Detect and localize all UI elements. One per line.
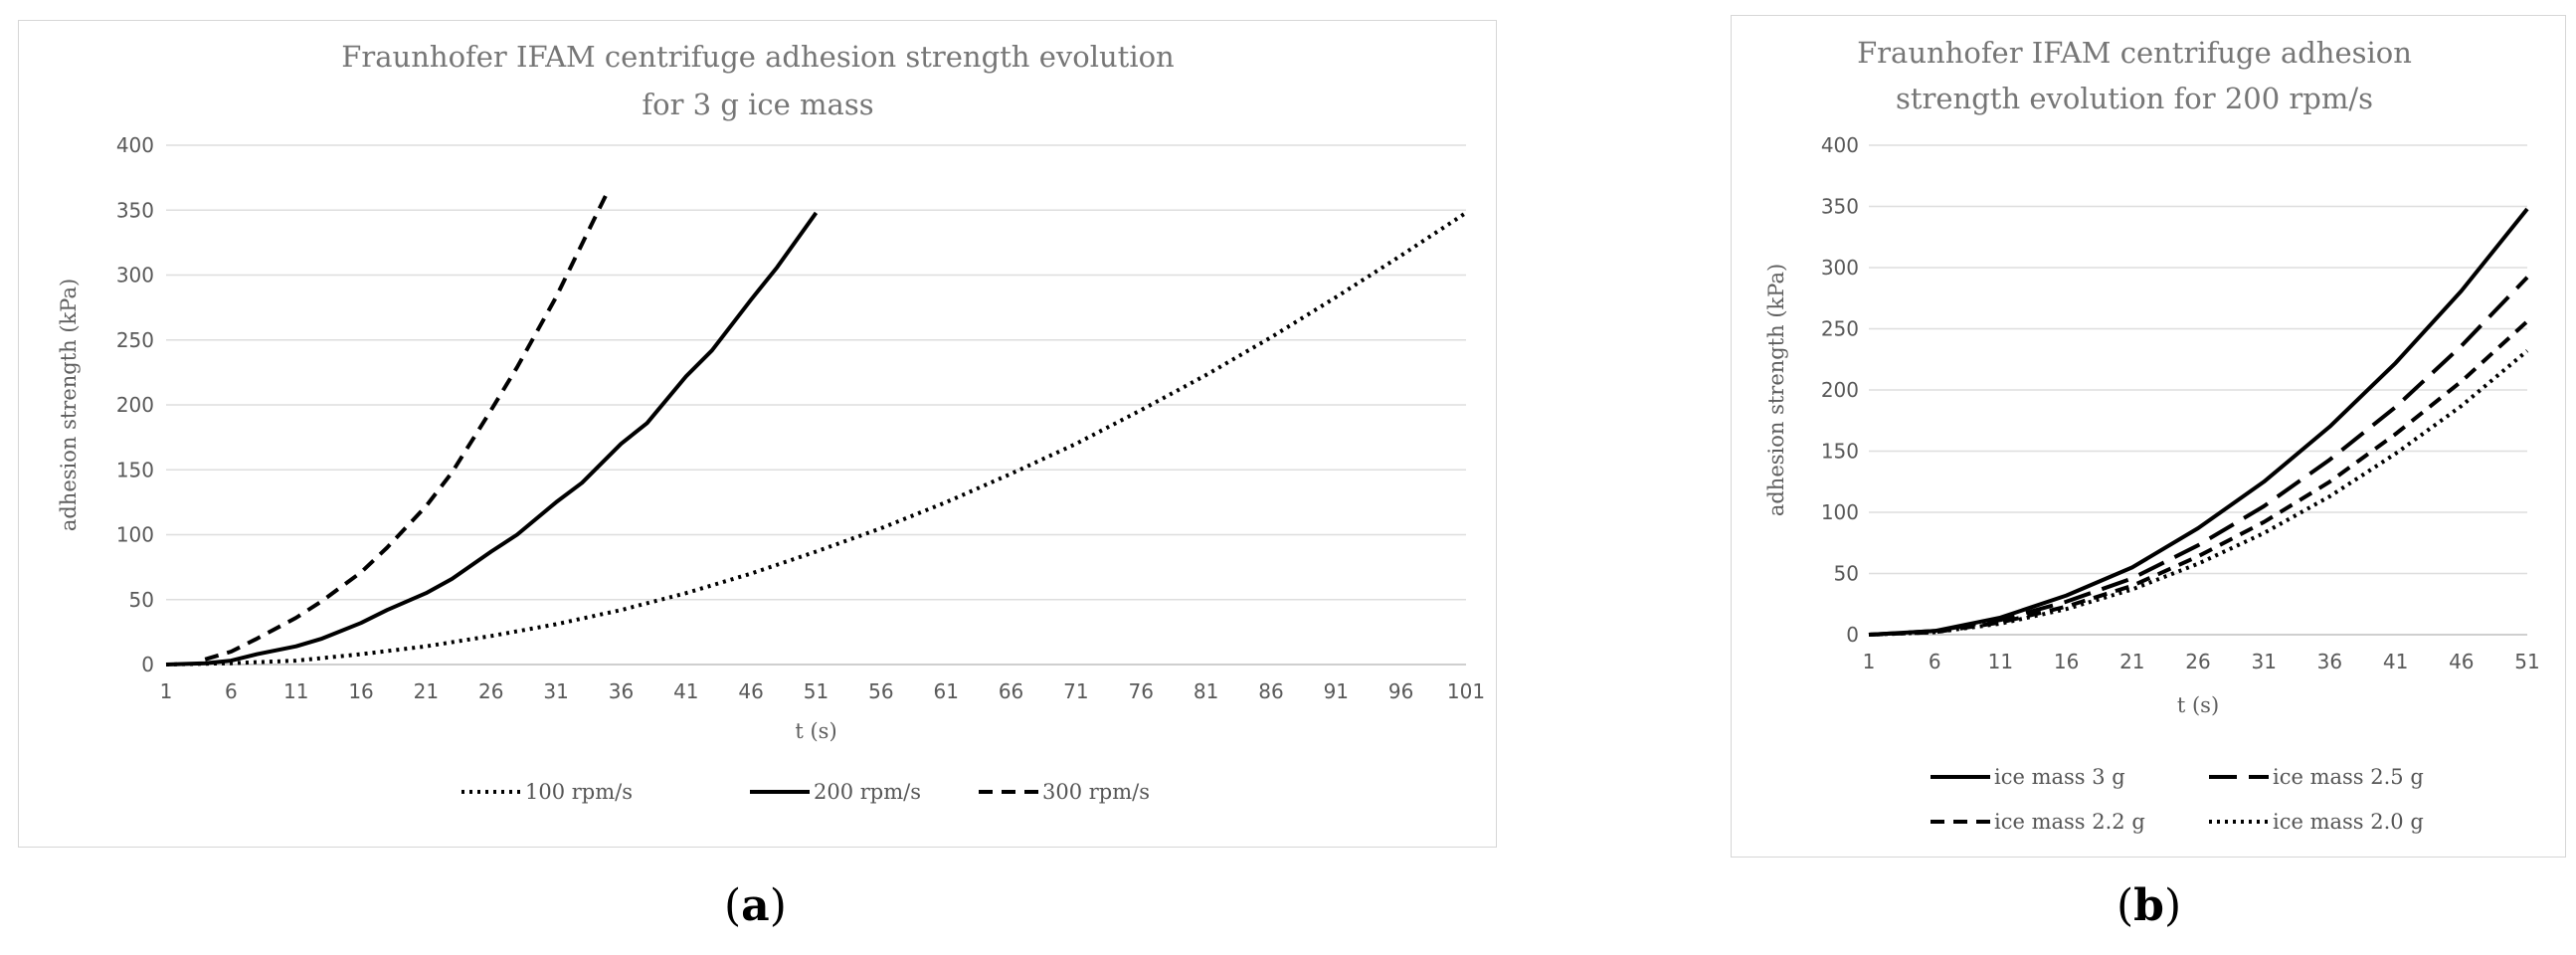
chart-a-x-tick-label: 41 [673,679,698,703]
chart-a-x-tick-label: 6 [225,679,238,703]
chart-b-title-line: Fraunhofer IFAM centrifuge adhesion [1857,36,2412,70]
chart-a-x-tick-label: 61 [933,679,958,703]
chart-a-y-axis-label: adhesion strength (kPa) [57,279,81,531]
chart-a-legend-label: 300 rpm/s [1042,780,1150,804]
chart-b-x-tick-label: 26 [2185,650,2210,673]
chart-a-series-2-line [165,211,819,667]
chart-b-legend-label: ice mass 2.5 g [2273,765,2424,789]
chart-b-x-tick-label: 6 [1929,650,1941,673]
chart-b-svg: Fraunhofer IFAM centrifuge adhesion stren… [1764,36,2540,834]
chart-a-x-tick-label: 31 [543,679,568,703]
chart-b-y-tick-label: 350 [1821,195,1859,219]
chart-b-series-2-line [1868,276,2529,637]
chart-a-x-tick-label: 36 [609,679,634,703]
chart-a-legend-label: 200 rpm/s [814,780,921,804]
chart-a-legend-label: 100 rpm/s [525,780,633,804]
chart-a-y-tick-label: 250 [116,328,154,352]
chart-b-x-axis-label: t (s) [2177,693,2219,717]
chart-a-x-axis-label: t (s) [795,719,836,743]
chart-a-svg: Fraunhofer IFAM centrifuge adhesion stre… [57,40,1485,804]
chart-b-series-3-line [1868,319,2529,637]
chart-a-x-tick-label: 66 [999,679,1023,703]
chart-a-y-tick-label: 50 [129,588,154,612]
chart-b-x-tick-label: 36 [2317,650,2342,673]
chart-b-y-tick-label: 50 [1834,562,1859,586]
chart-b-y-tick-label: 150 [1821,440,1859,464]
chart-a-x-tick-label: 76 [1129,679,1154,703]
chart-b-x-tick-label: 1 [1863,650,1876,673]
chart-a-x-tick-label: 71 [1063,679,1088,703]
chart-b-y-tick-label: 300 [1821,256,1859,280]
chart-b-x-tick-label: 16 [2054,650,2079,673]
chart-a-y-tick-label: 400 [116,133,154,157]
chart-a-x-tick-label: 81 [1194,679,1218,703]
chart-a-x-tick-label: 11 [283,679,308,703]
chart-b-y-tick-label: 400 [1821,133,1859,157]
caption-a-open: ( [724,880,742,931]
chart-b-x-tick-label: 46 [2449,650,2474,673]
chart-panel-a: Fraunhofer IFAM centrifuge adhesion stre… [18,20,1497,848]
chart-b-y-tick-label: 200 [1821,378,1859,402]
caption-b-close: ) [2163,880,2182,931]
chart-a-x-tick-label: 86 [1258,679,1283,703]
chart-b-x-tick-label: 41 [2383,650,2408,673]
chart-a-x-tick-label: 96 [1388,679,1413,703]
chart-a-x-tick-label: 46 [738,679,763,703]
chart-b-x-tick-label: 11 [1988,650,2013,673]
caption-b: (b) [2116,880,2181,931]
chart-b-legend-label: ice mass 2.0 g [2273,810,2424,834]
chart-b-title-line: strength evolution for 200 rpm/s [1896,82,2373,115]
chart-a-y-tick-label: 150 [116,458,154,481]
chart-b-series-4-line [1868,349,2529,637]
caption-b-letter: b [2133,880,2164,931]
chart-a-title-line: Fraunhofer IFAM centrifuge adhesion stre… [341,40,1174,74]
chart-a-y-tick-label: 100 [116,523,154,547]
caption-a-letter: a [741,880,770,931]
chart-a-series-1-line [165,211,1468,667]
caption-b-open: ( [2116,880,2134,931]
chart-b-y-tick-label: 0 [1846,623,1859,647]
caption-a-close: ) [769,880,787,931]
chart-b-y-tick-label: 250 [1821,317,1859,341]
chart-a-y-tick-label: 300 [116,264,154,287]
caption-a: (a) [724,880,787,931]
chart-a-y-tick-label: 200 [116,393,154,417]
chart-b-legend-label: ice mass 2.2 g [1994,810,2145,834]
chart-b-y-axis-label: adhesion strength (kPa) [1764,264,1788,516]
chart-a-y-tick-label: 0 [141,653,154,676]
chart-a-x-tick-label: 91 [1324,679,1349,703]
chart-a-x-tick-label: 1 [160,679,173,703]
chart-panel-b: Fraunhofer IFAM centrifuge adhesion stren… [1731,15,2566,858]
chart-b-x-tick-label: 31 [2251,650,2276,673]
chart-a-title-line: for 3 g ice mass [642,88,873,121]
chart-b-x-tick-label: 51 [2514,650,2539,673]
chart-a-x-tick-label: 26 [478,679,503,703]
chart-a-x-tick-label: 56 [868,679,893,703]
chart-a-x-tick-label: 16 [348,679,373,703]
chart-a-x-tick-label: 101 [1447,679,1485,703]
chart-b-series-1-line [1868,207,2529,637]
chart-b-x-tick-label: 21 [2119,650,2144,673]
chart-a-series-3-line [204,189,611,662]
chart-b-legend-label: ice mass 3 g [1994,765,2125,789]
chart-a-x-tick-label: 51 [804,679,828,703]
chart-b-y-tick-label: 100 [1821,500,1859,524]
chart-a-y-tick-label: 350 [116,198,154,222]
chart-a-x-tick-label: 21 [414,679,439,703]
